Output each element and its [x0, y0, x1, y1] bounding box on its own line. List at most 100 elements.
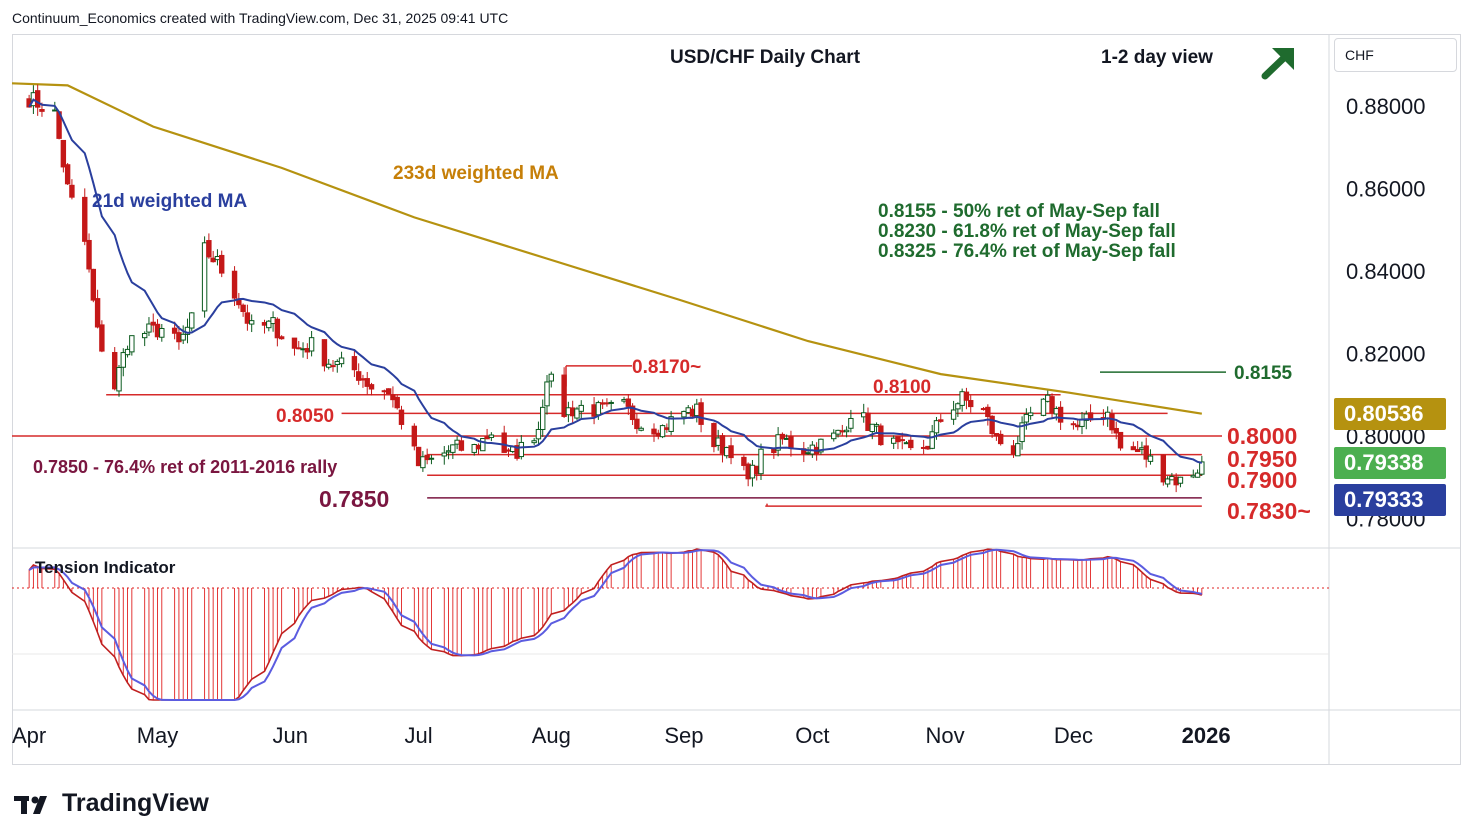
candle [248, 314, 255, 333]
candle-body [621, 399, 627, 402]
candle [599, 399, 606, 409]
candle [980, 406, 987, 411]
candle-body [1194, 472, 1201, 478]
candle-body [1023, 413, 1030, 423]
candle [548, 371, 554, 388]
candle-body [1079, 419, 1085, 427]
candle [326, 358, 332, 370]
candle [1199, 455, 1205, 476]
candle-body [1113, 427, 1119, 434]
level-label-8100: 0.8100 [873, 377, 932, 398]
candle [304, 343, 311, 360]
candle [659, 424, 666, 439]
candle-body [505, 449, 512, 452]
candle-body [1070, 423, 1077, 426]
chart-title: USD/CHF Daily Chart [670, 47, 861, 68]
candle-body [278, 336, 285, 340]
candle [899, 432, 905, 450]
candle [1070, 421, 1077, 430]
candle [629, 403, 636, 425]
candle [189, 312, 195, 332]
candle [715, 429, 721, 451]
candle [240, 303, 246, 317]
candle [1057, 401, 1064, 430]
currency-label: CHF [1345, 47, 1374, 63]
candle-body [206, 240, 212, 258]
x-tick-label: Jul [405, 723, 433, 748]
candle-body [574, 408, 580, 419]
candle-body [920, 446, 927, 449]
candle [180, 325, 186, 345]
candle [124, 345, 131, 358]
candle-body [899, 439, 905, 442]
candle-body [381, 390, 388, 393]
candle [141, 331, 148, 347]
candle-body [985, 406, 991, 418]
candle [873, 422, 880, 433]
candle-body [116, 367, 122, 392]
candle-body [595, 402, 602, 416]
candle-body [1177, 476, 1184, 484]
candle-body [120, 352, 126, 368]
candle [424, 448, 430, 465]
candle-body [531, 440, 537, 444]
candle-body [775, 434, 781, 451]
long-term-annotation: 0.7850 - 76.4% ret of 2011-2016 rally [33, 457, 338, 477]
candle [938, 414, 944, 423]
candle-body [86, 239, 92, 270]
candle [450, 444, 456, 459]
candle [445, 445, 452, 460]
level-label-7950: 0.7950 [1227, 446, 1298, 472]
candle [415, 446, 422, 467]
candle [338, 351, 345, 368]
candle [689, 405, 696, 418]
candle [484, 428, 490, 440]
candle [908, 435, 914, 451]
candle-body [445, 450, 452, 453]
candle [1143, 437, 1149, 468]
level-label-8000: 0.8000 [1227, 423, 1298, 449]
ma-233-line [11, 82, 1203, 415]
candle-body [1117, 431, 1124, 449]
candle-body [300, 348, 306, 351]
arrow-up-right-icon [1261, 48, 1294, 80]
candle-body [1130, 446, 1137, 451]
candle-body [1040, 398, 1047, 416]
ma-233-path [11, 82, 1203, 415]
candle-body [908, 439, 914, 449]
candle-body [146, 323, 152, 333]
candle-body [788, 436, 794, 449]
candle [99, 320, 105, 353]
candle [501, 425, 507, 453]
candle [1040, 398, 1047, 417]
currency-box[interactable]: CHF [1334, 38, 1457, 72]
candle-body [1057, 406, 1064, 423]
candle [1100, 409, 1107, 426]
candle [321, 339, 328, 372]
price-badge-ma233: 0.80536 [1334, 398, 1446, 430]
candle-body [591, 404, 597, 417]
candle [296, 340, 302, 350]
candle [843, 426, 850, 438]
candle-body [475, 444, 482, 450]
candle [544, 375, 550, 415]
candle [355, 363, 362, 385]
candle [775, 427, 781, 457]
candle [604, 398, 610, 407]
candle-body [728, 445, 734, 459]
candle-body [711, 423, 717, 448]
candle-body [655, 432, 661, 437]
candle-body [240, 304, 246, 313]
candle-body [334, 360, 340, 365]
candle [219, 250, 225, 278]
ma21-label: 21d weighted MA [92, 191, 248, 212]
candle-body [599, 402, 606, 405]
candle [420, 451, 426, 472]
candle-body [338, 357, 345, 365]
candle [441, 446, 447, 465]
candle-body [783, 437, 790, 440]
candle-body [1173, 476, 1179, 486]
candle-body [390, 394, 396, 401]
candle-body [39, 109, 45, 112]
